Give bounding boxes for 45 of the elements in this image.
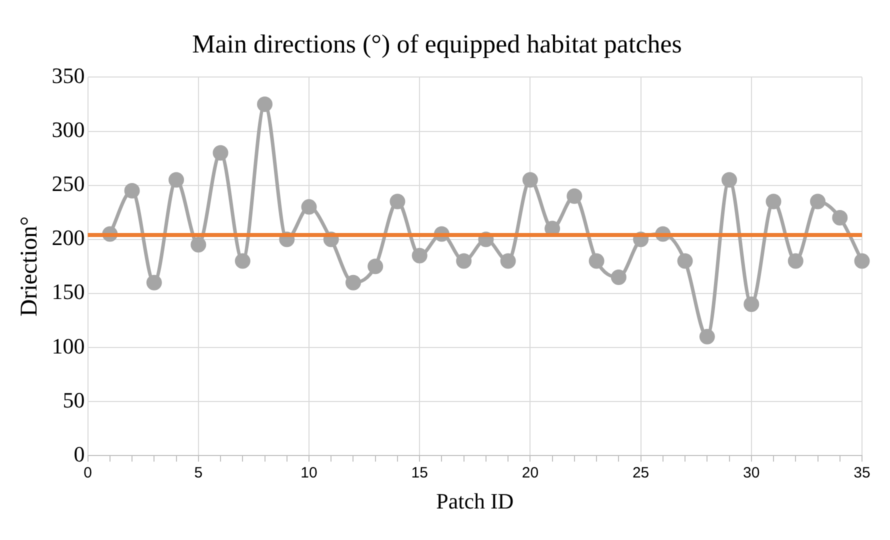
- y-tick-label: 150: [52, 279, 85, 304]
- y-tick-label: 200: [52, 225, 85, 250]
- y-tick-label: 350: [52, 62, 85, 88]
- x-tick-label: 20: [522, 464, 539, 482]
- y-tick-label: 100: [52, 333, 85, 358]
- point: [257, 96, 273, 112]
- point: [677, 253, 693, 269]
- x-tick-label: 35: [854, 464, 870, 482]
- y-tick-label: 300: [52, 117, 85, 142]
- point: [390, 194, 406, 210]
- x-tick-label: 10: [300, 464, 318, 482]
- point: [301, 199, 317, 215]
- point: [234, 253, 250, 269]
- point: [368, 258, 384, 274]
- x-tick-label: 5: [194, 464, 203, 482]
- point: [190, 237, 206, 253]
- point: [610, 269, 626, 285]
- y-tick-label: 250: [52, 171, 85, 196]
- point: [412, 248, 428, 264]
- y-tick-label: 50: [62, 387, 85, 412]
- point: [500, 253, 516, 269]
- point: [810, 194, 826, 210]
- point: [345, 274, 361, 290]
- x-axis-title: Patch ID: [436, 488, 514, 514]
- point: [124, 182, 140, 198]
- point: [212, 145, 228, 161]
- point: [456, 253, 472, 269]
- point: [146, 274, 162, 290]
- chart-title: Main directions (°) of equipped habitat patches: [192, 29, 682, 58]
- y-tick-label: 0: [74, 441, 85, 466]
- point: [722, 172, 738, 188]
- point: [788, 253, 804, 269]
- x-tick-label: 30: [743, 464, 760, 482]
- point: [832, 210, 848, 226]
- point: [522, 172, 538, 188]
- point: [766, 194, 782, 210]
- point: [566, 188, 582, 204]
- y-axis-title: Driection°: [16, 216, 43, 317]
- x-tick-label: 15: [411, 464, 428, 482]
- point: [168, 172, 184, 188]
- point: [699, 328, 715, 344]
- point: [854, 253, 870, 269]
- point: [744, 296, 760, 312]
- point: [588, 253, 604, 269]
- x-tick-label: 25: [632, 464, 650, 482]
